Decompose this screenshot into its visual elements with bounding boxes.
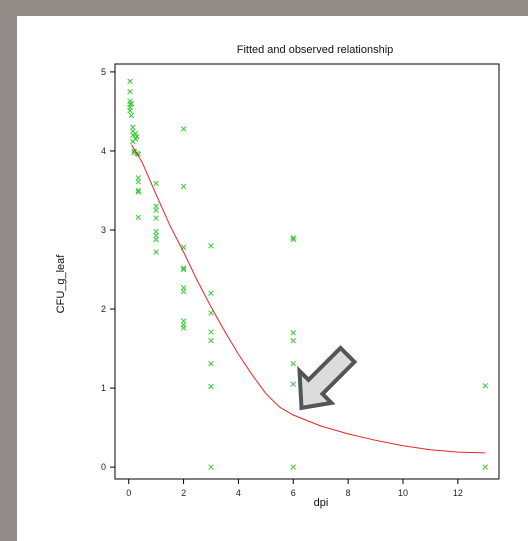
x-axis-title: dpi — [314, 497, 329, 509]
observed-point — [208, 290, 214, 296]
observed-point — [153, 207, 159, 213]
observed-point — [153, 228, 159, 235]
observed-point — [135, 179, 142, 185]
observed-point — [208, 329, 214, 335]
observed-point — [180, 183, 187, 190]
fitted-line — [131, 144, 486, 454]
observed-point — [153, 249, 159, 255]
observed-point — [180, 266, 187, 273]
observed-point — [208, 337, 214, 344]
observed-point — [290, 381, 297, 387]
observed-point — [127, 88, 133, 95]
observed-point — [135, 187, 142, 194]
chart-title: Fitted and observed relationship — [237, 44, 394, 56]
x-tick-label: 0 — [126, 488, 131, 498]
observed-point — [180, 325, 187, 331]
observed-point — [290, 330, 297, 336]
observed-point — [180, 318, 187, 324]
observed-point — [130, 124, 136, 130]
x-tick-label: 2 — [181, 488, 186, 498]
observed-point — [128, 100, 135, 107]
observed-point — [153, 215, 159, 221]
observed-point — [208, 464, 214, 470]
x-tick-label: 10 — [398, 488, 408, 498]
y-tick-label: 2 — [101, 304, 106, 314]
observed-point — [180, 284, 187, 291]
observed-point — [290, 464, 297, 470]
x-tick-label: 12 — [453, 488, 463, 498]
observed-point — [153, 236, 159, 243]
observed-point — [127, 107, 133, 114]
scatter-chart: Fitted and observed relationship 0 2 4 6 8 10… — [55, 44, 500, 509]
observed-point — [290, 337, 297, 344]
observed-point — [208, 383, 214, 390]
observed-point — [134, 133, 140, 140]
observed-point — [180, 265, 187, 271]
observed-point — [153, 180, 159, 187]
observed-point — [132, 130, 139, 137]
plot-frame — [114, 63, 500, 480]
chart-panel: Fitted and observed relationship 0 2 4 6 8 10… — [17, 16, 528, 541]
y-tick-label: 5 — [101, 67, 106, 77]
x-tick-label: 4 — [236, 488, 241, 498]
observed-point — [153, 232, 159, 239]
observed-point — [128, 112, 135, 119]
observed-point — [135, 189, 142, 195]
observed-point — [135, 214, 142, 221]
observed-point — [135, 175, 142, 181]
observed-point — [482, 382, 489, 389]
observed-point — [153, 203, 159, 210]
x-tick-label: 6 — [291, 488, 296, 498]
observed-point — [290, 236, 297, 243]
observed-point — [482, 464, 489, 470]
observed-point — [208, 360, 214, 367]
observed-point — [180, 126, 187, 132]
observed-point — [127, 78, 133, 85]
annotation-arrow — [297, 345, 358, 411]
y-tick-label: 4 — [101, 146, 106, 156]
y-axis-title: CFU_g_leaf — [55, 254, 67, 314]
observed-point — [290, 360, 297, 367]
observed-point — [208, 243, 214, 249]
y-tick-label: 1 — [101, 383, 106, 393]
y-tick-label: 3 — [101, 225, 106, 235]
observed-point — [130, 132, 136, 138]
y-tick-label: 0 — [101, 462, 106, 472]
observed-point — [180, 288, 187, 295]
observed-point — [208, 310, 214, 316]
x-tick-label: 8 — [346, 488, 351, 498]
observed-point — [290, 235, 297, 241]
